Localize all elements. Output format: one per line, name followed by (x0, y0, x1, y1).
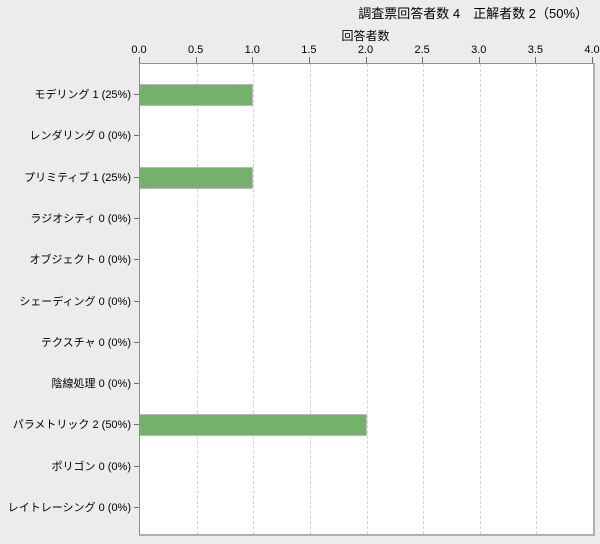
category-tick-mark (134, 94, 139, 95)
x-tick-label: 2.0 (357, 44, 374, 56)
x-tick-label: 0.5 (187, 44, 204, 56)
x-tick-mark (478, 57, 480, 63)
category-label: パラメトリック 2 (50%) (12, 419, 131, 432)
category-tick-mark (134, 135, 139, 137)
category-tick-mark (134, 176, 139, 178)
x-tick-mark (592, 57, 593, 63)
gridline (309, 64, 311, 534)
gridline (479, 64, 481, 534)
x-axis-title: 回答者数 (341, 29, 390, 43)
gridline (196, 64, 198, 534)
chart-title: 調査票回答者数 4 正解者数 2（50%） (358, 6, 588, 21)
gridline (423, 64, 425, 534)
bar (140, 84, 254, 106)
gridline (536, 64, 538, 534)
bar (140, 414, 367, 437)
x-tick-label: 3.0 (471, 44, 487, 56)
category-tick-mark (134, 424, 139, 426)
x-tick-label: 3.5 (527, 44, 544, 56)
category-tick-mark (134, 465, 139, 467)
category-label: オブジェクト 0 (0%) (29, 254, 131, 267)
category-label: モデリング 1 (25%) (34, 89, 131, 101)
x-tick-mark (308, 57, 310, 63)
x-tick-mark (422, 57, 424, 63)
gridline (253, 64, 255, 534)
category-tick-mark (134, 217, 139, 219)
category-tick-mark (134, 383, 139, 385)
category-label: レイトレーシング 0 (0%) (7, 502, 131, 514)
x-tick-label: 0.0 (131, 44, 147, 56)
x-tick-label: 1.5 (301, 44, 317, 56)
gridline (366, 64, 368, 534)
x-tick-label: 4.0 (584, 44, 600, 56)
plot-area (139, 63, 595, 536)
category-label: レンダリング 0 (0%) (29, 130, 131, 143)
x-tick-mark (252, 57, 254, 63)
x-tick-mark (535, 57, 537, 63)
category-label: テクスチャ 0 (0%) (40, 336, 131, 349)
category-tick-mark (134, 507, 139, 508)
x-tick-mark (195, 57, 197, 63)
category-label: ポリゴン 0 (0%) (51, 460, 131, 473)
x-tick-mark (365, 57, 367, 63)
category-tick-mark (134, 341, 139, 343)
category-label: プリミティブ 1 (25%) (24, 171, 131, 184)
category-tick-mark (134, 300, 139, 302)
category-label: ラジオシティ 0 (0%) (30, 212, 131, 225)
category-label: 陰線処理 0 (0%) (51, 378, 131, 391)
category-label: シェーディング 0 (0%) (19, 295, 131, 308)
bar (140, 166, 254, 189)
x-tick-label: 1.0 (244, 44, 260, 56)
x-tick-mark (139, 57, 140, 63)
category-tick-mark (134, 259, 139, 261)
x-tick-label: 2.5 (414, 44, 430, 56)
